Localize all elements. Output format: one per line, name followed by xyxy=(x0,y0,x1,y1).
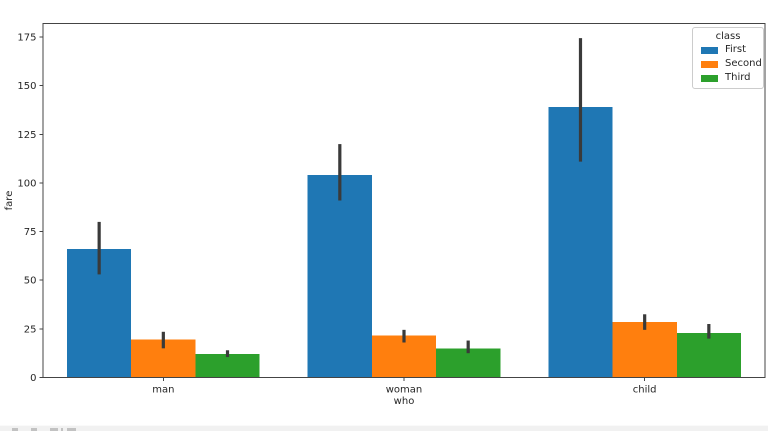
y-tick-label: 150 xyxy=(17,81,36,92)
legend-swatch-first xyxy=(701,46,718,54)
x-axis-label: who xyxy=(394,396,415,407)
y-axis-label: fare xyxy=(4,191,15,211)
y-tick-label: 100 xyxy=(17,178,36,189)
y-tick-label: 125 xyxy=(17,130,36,141)
bar-woman-third xyxy=(436,348,501,378)
legend-swatch-third xyxy=(701,74,718,82)
y-tick-label: 0 xyxy=(30,373,36,384)
cutoff-toolbar-segment xyxy=(67,428,76,431)
axes-spines xyxy=(42,22,766,379)
legend-item-first: First xyxy=(693,43,763,57)
legend-item-second: Second xyxy=(693,57,763,71)
cutoff-toolbar-segment xyxy=(50,428,58,431)
bar-child-third xyxy=(676,332,741,378)
x-tick-label-man: man xyxy=(152,385,174,396)
x-tick-label-woman: woman xyxy=(386,385,423,396)
y-tick-label: 25 xyxy=(24,324,37,335)
cutoff-toolbar-segment xyxy=(31,428,37,431)
legend-item-third: Third xyxy=(693,71,763,85)
bar-child-second xyxy=(612,322,677,378)
bar-woman-first xyxy=(307,175,372,378)
legend: class First Second Third xyxy=(692,27,764,89)
cutoff-toolbar xyxy=(0,425,768,431)
bar-woman-second xyxy=(371,335,437,378)
y-tick-label: 75 xyxy=(24,227,37,238)
bar-man-third xyxy=(195,354,260,378)
legend-label-first: First xyxy=(725,44,747,55)
cutoff-toolbar-segment xyxy=(61,428,63,431)
legend-swatch-second xyxy=(701,60,718,68)
legend-label-third: Third xyxy=(725,72,751,83)
cutoff-toolbar-segment xyxy=(12,428,18,431)
legend-title: class xyxy=(715,31,741,42)
y-tick-label: 175 xyxy=(17,33,36,44)
y-tick-label: 50 xyxy=(24,276,37,287)
legend-label-second: Second xyxy=(725,58,762,69)
x-tick-label-child: child xyxy=(633,385,657,396)
legend-items: First Second Third xyxy=(693,43,763,85)
